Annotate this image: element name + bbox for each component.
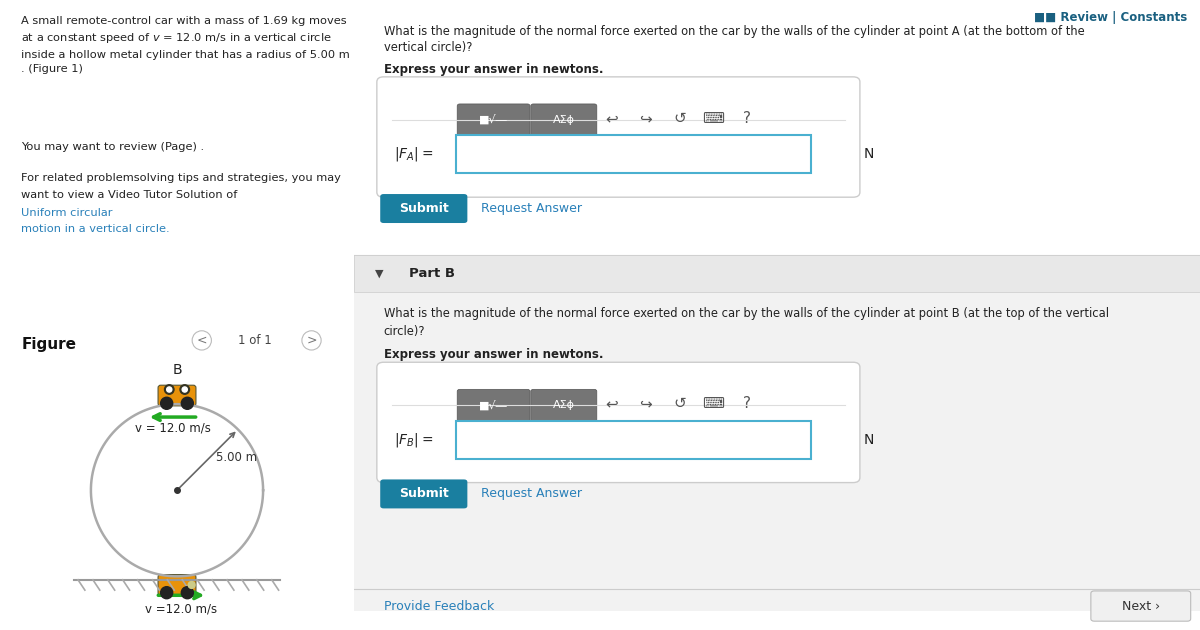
Text: ↪: ↪ (640, 396, 653, 411)
Text: ⌨: ⌨ (702, 396, 725, 411)
Text: Request Answer: Request Answer (481, 488, 582, 500)
FancyBboxPatch shape (456, 421, 811, 459)
Text: ?: ? (743, 396, 751, 411)
Text: Provide Feedback: Provide Feedback (384, 600, 494, 612)
Text: ↺: ↺ (673, 111, 686, 126)
Text: motion in a vertical circle.: motion in a vertical circle. (22, 224, 170, 234)
Text: <: < (197, 334, 208, 347)
Text: ■√―: ■√― (479, 400, 508, 410)
FancyBboxPatch shape (457, 389, 530, 421)
Text: ■■ Review | Constants: ■■ Review | Constants (1034, 11, 1187, 25)
Text: What is the magnitude of the normal force exerted on the car by the walls of the: What is the magnitude of the normal forc… (384, 25, 1085, 38)
Circle shape (161, 398, 173, 410)
FancyBboxPatch shape (530, 104, 596, 136)
Text: N: N (863, 147, 874, 161)
FancyBboxPatch shape (380, 194, 467, 223)
Text: Uniform circular: Uniform circular (22, 208, 113, 218)
Text: ⌨: ⌨ (702, 111, 725, 126)
Text: For related problemsolving tips and strategies, you may: For related problemsolving tips and stra… (22, 173, 341, 183)
Text: You may want to review (Page) .: You may want to review (Page) . (22, 142, 204, 152)
FancyBboxPatch shape (354, 255, 1200, 611)
Text: circle)?: circle)? (384, 325, 425, 338)
Text: ■√―: ■√― (479, 115, 508, 125)
Text: N: N (863, 433, 874, 447)
Text: $|F_A|=$: $|F_A|=$ (394, 146, 433, 163)
Text: ?: ? (743, 111, 751, 126)
Text: Part B: Part B (409, 267, 455, 280)
Circle shape (182, 387, 187, 392)
FancyBboxPatch shape (1091, 591, 1190, 621)
Text: ▼: ▼ (376, 268, 384, 278)
Text: Figure: Figure (22, 337, 77, 352)
FancyBboxPatch shape (158, 385, 196, 406)
Text: Request Answer: Request Answer (481, 202, 582, 215)
Text: 1 of 1: 1 of 1 (238, 334, 271, 347)
Text: B: B (172, 363, 182, 377)
Circle shape (181, 398, 193, 410)
Text: >: > (306, 334, 317, 347)
FancyBboxPatch shape (530, 389, 596, 421)
Text: AΣϕ: AΣϕ (553, 400, 575, 410)
Circle shape (164, 385, 174, 394)
FancyBboxPatch shape (457, 104, 530, 136)
Text: v =12.0 m/s: v =12.0 m/s (145, 602, 217, 616)
Circle shape (167, 387, 172, 392)
Circle shape (180, 385, 190, 394)
Text: ↩: ↩ (606, 111, 618, 126)
FancyBboxPatch shape (158, 575, 196, 595)
Text: ↪: ↪ (640, 111, 653, 126)
FancyBboxPatch shape (354, 255, 1200, 292)
Text: v = 12.0 m/s: v = 12.0 m/s (134, 421, 211, 435)
Text: Express your answer in newtons.: Express your answer in newtons. (384, 63, 604, 76)
Text: Express your answer in newtons.: Express your answer in newtons. (384, 348, 604, 362)
Circle shape (181, 587, 193, 598)
Text: AΣϕ: AΣϕ (553, 115, 575, 125)
FancyBboxPatch shape (380, 479, 467, 508)
Text: Submit: Submit (398, 488, 449, 500)
FancyBboxPatch shape (456, 135, 811, 173)
Text: 5.00 m: 5.00 m (216, 452, 257, 464)
Text: ↺: ↺ (673, 396, 686, 411)
FancyBboxPatch shape (377, 362, 860, 483)
Circle shape (188, 581, 196, 588)
Text: Next ›: Next › (1122, 600, 1160, 612)
Text: What is the magnitude of the normal force exerted on the car by the walls of the: What is the magnitude of the normal forc… (384, 307, 1109, 321)
FancyBboxPatch shape (377, 77, 860, 197)
Text: $|F_B|=$: $|F_B|=$ (394, 431, 433, 449)
Text: vertical circle)?: vertical circle)? (384, 41, 472, 54)
Text: A small remote-control car with a mass of 1.69 kg moves
at a constant speed of $: A small remote-control car with a mass o… (22, 16, 350, 74)
Text: want to view a Video Tutor Solution of: want to view a Video Tutor Solution of (22, 190, 241, 200)
Text: ↩: ↩ (606, 396, 618, 411)
Text: Submit: Submit (398, 202, 449, 215)
Circle shape (161, 587, 173, 598)
